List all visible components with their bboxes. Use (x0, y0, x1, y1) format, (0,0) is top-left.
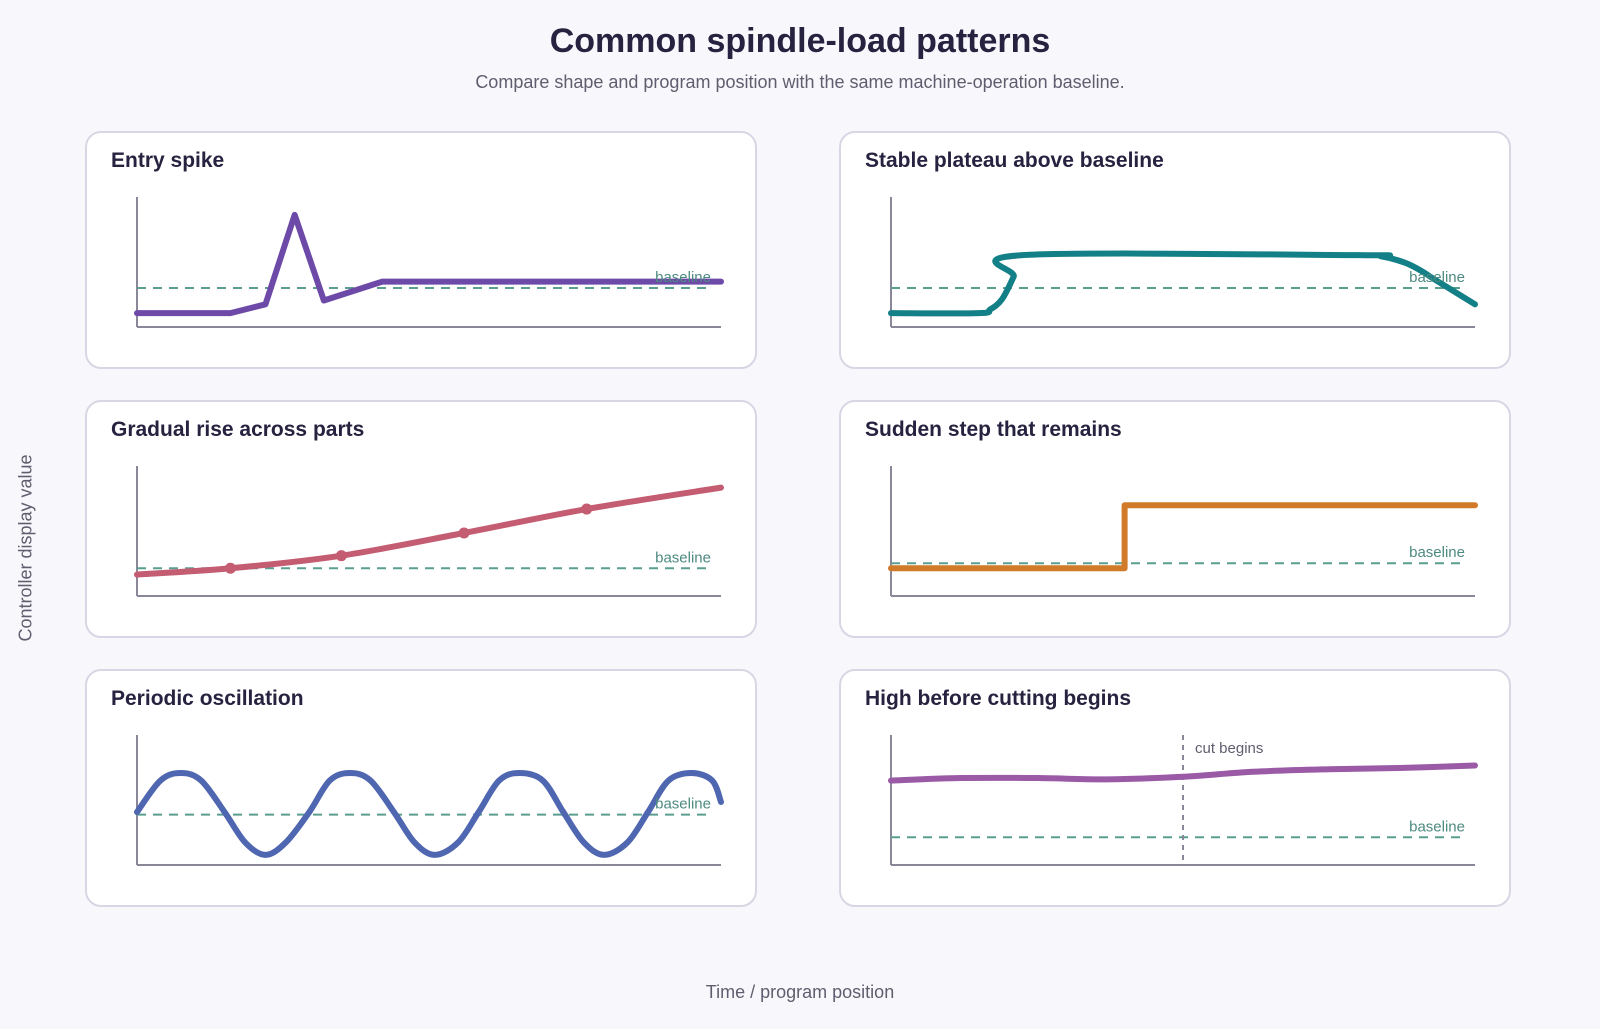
baseline-label: baseline (1409, 544, 1465, 561)
baseline-label: baseline (655, 549, 711, 566)
series-line (134, 484, 724, 578)
data-point (581, 503, 593, 515)
panel-title: Sudden step that remains (865, 418, 1122, 441)
data-point (335, 550, 347, 562)
panel-title: Entry spike (111, 149, 225, 172)
series-line (888, 762, 1478, 784)
page-title: Common spindle-load patterns (549, 22, 1051, 60)
panel-sudden-step: Sudden step that remains baseline (839, 400, 1511, 638)
panel-high-before-cut: High before cutting begins cut begins bas… (839, 669, 1511, 907)
series-line (888, 502, 1478, 572)
data-point (224, 562, 236, 574)
panel-title: Stable plateau above baseline (865, 149, 1164, 172)
baseline-label: baseline (1409, 818, 1465, 835)
series-line (134, 770, 724, 858)
page-subtitle: Compare shape and program position with … (475, 72, 1125, 92)
panel-periodic-oscillation: Periodic oscillation baseline (85, 669, 757, 907)
chart-stable-plateau: baseline (888, 197, 1478, 328)
chart-high-before-cut: cut begins baseline (888, 735, 1478, 866)
panel-gradual-rise: Gradual rise across parts baseline (85, 400, 757, 638)
chart-entry-spike: baseline (134, 197, 724, 328)
panel-stable-plateau: Stable plateau above baseline baseline (839, 131, 1511, 369)
chart-sudden-step: baseline (888, 466, 1478, 597)
panel-title: Periodic oscillation (111, 687, 304, 710)
panel-entry-spike: Entry spike baseline (85, 131, 757, 369)
panel-title: High before cutting begins (865, 687, 1131, 710)
baseline-label: baseline (655, 796, 711, 813)
data-point (458, 527, 470, 539)
panel-title: Gradual rise across parts (111, 418, 365, 441)
chart-periodic-oscillation: baseline (134, 735, 724, 866)
series-line (888, 250, 1478, 317)
y-axis-label: Controller display value (15, 454, 36, 642)
baseline-label: baseline (655, 269, 711, 286)
chart-gradual-rise: baseline (134, 466, 724, 597)
baseline-label: baseline (1409, 269, 1465, 286)
x-axis-label: Time / program position (705, 982, 895, 1002)
series-line (134, 211, 724, 317)
cut-begins-label: cut begins (1195, 740, 1263, 757)
